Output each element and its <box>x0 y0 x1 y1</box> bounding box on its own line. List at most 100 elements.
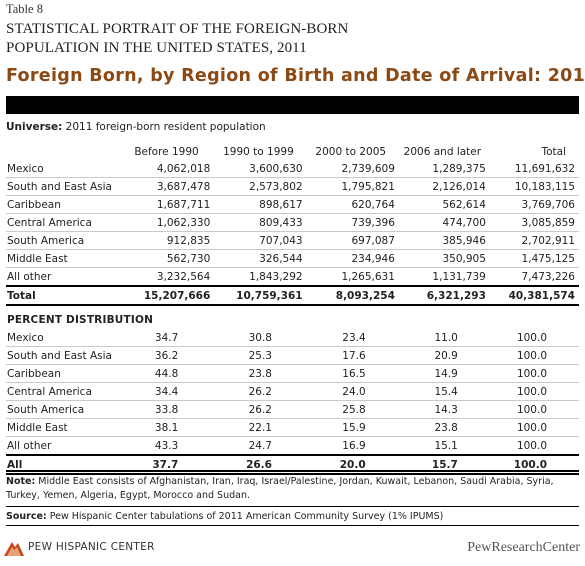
cell-value: 3,085,859 <box>489 213 579 232</box>
total-value: 37.7 <box>118 454 213 475</box>
table-row: South America 33.8 26.2 25.8 14.3 100.0 <box>6 400 579 419</box>
counts-table: Before 1990 1990 to 1999 2000 to 2005 2006 … <box>6 143 579 306</box>
portrait-title: STATISTICAL PORTRAIT OF THE FOREIGN-BORN… <box>6 20 348 58</box>
bottom-rule <box>6 525 579 526</box>
cell-value: 22.1 <box>212 418 306 437</box>
table-row: South and East Asia 36.2 25.3 17.6 20.9 100.0 <box>6 346 579 365</box>
column-header-row: Before 1990 1990 to 1999 2000 to 2005 2006 … <box>6 143 579 160</box>
row-label: Central America <box>6 213 123 232</box>
portrait-title-line1: STATISTICAL PORTRAIT OF THE FOREIGN-BORN <box>6 21 349 37</box>
table-row: All other 43.3 24.7 16.9 15.1 100.0 <box>6 436 579 456</box>
cell-value: 38.1 <box>118 418 213 437</box>
row-label: Caribbean <box>6 364 119 383</box>
cell-value: 898,617 <box>214 195 307 214</box>
column-header: 1990 to 1999 <box>223 145 294 158</box>
cell-value: 7,473,226 <box>489 267 579 287</box>
cell-value: 100.0 <box>489 364 579 383</box>
note-text: Middle East consists of Afghanistan, Ira… <box>6 476 554 501</box>
table-row: Central America 1,062,330 809,433 739,396 47… <box>6 213 579 232</box>
percent-table: Mexico 34.7 30.8 23.4 11.0 100.0 South and Eas… <box>6 329 579 475</box>
cell-value: 30.8 <box>212 329 306 347</box>
cell-value: 1,289,375 <box>398 160 490 178</box>
cell-value: 3,232,564 <box>122 267 215 287</box>
cell-value: 23.8 <box>399 418 490 437</box>
cell-value: 16.9 <box>305 436 400 456</box>
cell-value: 474,700 <box>398 213 490 232</box>
column-header: Total <box>541 145 566 158</box>
cell-value: 23.4 <box>305 329 400 347</box>
total-value: 6,321,293 <box>398 285 490 306</box>
cell-value: 33.8 <box>118 400 213 419</box>
cell-value: 20.9 <box>399 346 490 365</box>
cell-value: 100.0 <box>489 346 579 365</box>
cell-value: 100.0 <box>489 329 579 347</box>
cell-value: 3,600,630 <box>214 160 307 178</box>
cell-value: 26.2 <box>212 400 306 419</box>
row-label: Middle East <box>6 249 123 268</box>
cell-value: 15.9 <box>305 418 400 437</box>
total-label: Total <box>6 285 123 306</box>
total-value: 8,093,254 <box>306 285 399 306</box>
note: Note: Middle East consists of Afghanista… <box>6 470 579 503</box>
universe-label: Universe: <box>6 121 63 133</box>
cell-value: 34.4 <box>118 382 213 401</box>
row-label: Central America <box>6 382 119 401</box>
table-row: Caribbean 44.8 23.8 16.5 14.9 100.0 <box>6 364 579 383</box>
source-label: Source: <box>6 511 47 522</box>
cell-value: 562,730 <box>122 249 215 268</box>
row-label: All other <box>6 267 123 287</box>
cell-value: 3,769,706 <box>489 195 579 214</box>
column-header: 2000 to 2005 <box>315 145 387 158</box>
pew-research-logo: PewResearchCenter <box>467 540 580 555</box>
cell-value: 1,062,330 <box>122 213 215 232</box>
column-header: Before 1990 <box>134 145 199 158</box>
cell-value: 15.1 <box>399 436 490 456</box>
source: Source: Pew Hispanic Center tabulations … <box>6 506 579 522</box>
cell-value: 24.0 <box>305 382 400 401</box>
total-row: Total 15,207,666 10,759,361 8,093,254 6,321,… <box>6 285 579 306</box>
cell-value: 326,544 <box>214 249 307 268</box>
total-label: All <box>6 454 119 475</box>
table-row: Middle East 38.1 22.1 15.9 23.8 100.0 <box>6 418 579 437</box>
cell-value: 2,739,609 <box>306 160 399 178</box>
portrait-title-line2: POPULATION IN THE UNITED STATES, 2011 <box>6 40 307 56</box>
column-header: 2006 and later <box>403 145 482 158</box>
cell-value: 25.3 <box>212 346 306 365</box>
cell-value: 100.0 <box>489 400 579 419</box>
universe-text: 2011 foreign-born resident population <box>65 121 266 133</box>
cell-value: 2,702,911 <box>489 231 579 250</box>
row-label: South America <box>6 400 119 419</box>
cell-value: 234,946 <box>306 249 399 268</box>
cell-value: 2,573,802 <box>214 177 307 196</box>
cell-value: 100.0 <box>489 382 579 401</box>
cell-value: 350,905 <box>398 249 490 268</box>
cell-value: 1,265,631 <box>306 267 399 287</box>
cell-value: 17.6 <box>305 346 400 365</box>
total-value: 100.0 <box>489 454 579 475</box>
total-value: 40,381,574 <box>489 285 579 306</box>
cell-value: 15.4 <box>399 382 490 401</box>
cell-value: 23.8 <box>212 364 306 383</box>
cell-value: 25.8 <box>305 400 400 419</box>
total-value: 26.6 <box>212 454 306 475</box>
cell-value: 1,131,739 <box>398 267 490 287</box>
total-row: All 37.7 26.6 20.0 15.7 100.0 <box>6 454 579 475</box>
cell-value: 697,087 <box>306 231 399 250</box>
table-number: Table 8 <box>6 2 43 16</box>
cell-value: 1,843,292 <box>214 267 307 287</box>
cell-value: 14.9 <box>399 364 490 383</box>
universe-line: Universe: 2011 foreign-born resident pop… <box>6 121 266 133</box>
cell-value: 14.3 <box>399 400 490 419</box>
cell-value: 11,691,632 <box>489 160 579 178</box>
cell-value: 100.0 <box>489 418 579 437</box>
cell-value: 1,475,125 <box>489 249 579 268</box>
source-text: Pew Hispanic Center tabulations of 2011 … <box>49 511 444 522</box>
cell-value: 24.7 <box>212 436 306 456</box>
total-value: 15,207,666 <box>122 285 215 306</box>
table-row: Mexico 34.7 30.8 23.4 11.0 100.0 <box>6 329 579 347</box>
cell-value: 26.2 <box>212 382 306 401</box>
table-row: Caribbean 1,687,711 898,617 620,764 562,614 3… <box>6 195 579 214</box>
cell-value: 385,946 <box>398 231 490 250</box>
cell-value: 4,062,018 <box>122 160 215 178</box>
